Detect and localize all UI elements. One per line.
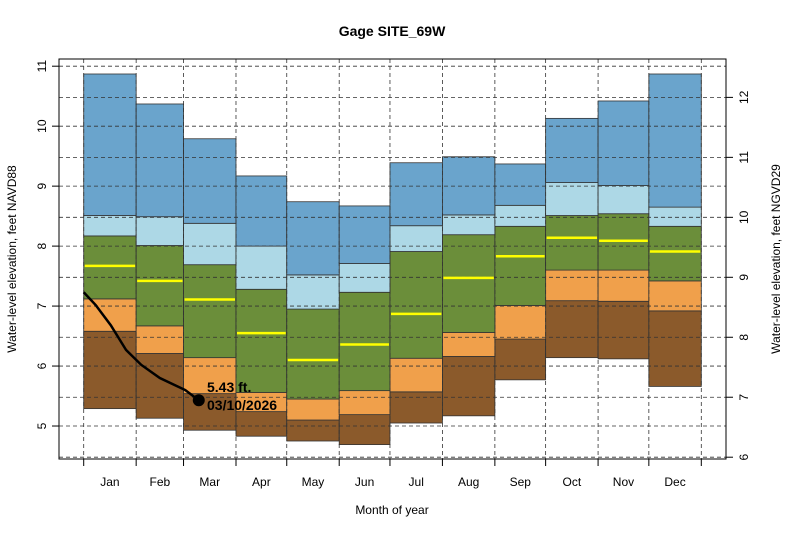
band-max-nov: [597, 100, 650, 186]
band-p25-nov: [597, 269, 650, 302]
band-max-oct: [545, 117, 599, 183]
band-p90-nov: [597, 185, 650, 215]
current-year-line: [82, 291, 200, 402]
x-tick-label-aug: Aug: [458, 475, 479, 489]
band-max-jan: [83, 73, 137, 216]
x-tick-label-feb: Feb: [150, 475, 171, 489]
band-p25-feb: [135, 325, 184, 354]
band-p10-may: [286, 419, 340, 442]
band-p10-apr: [235, 411, 288, 437]
latest-date-label: 03/10/2026: [207, 397, 277, 413]
band-p75-apr: [235, 288, 288, 393]
x-tick-label-mar: Mar: [199, 475, 220, 489]
x-tick-label-nov: Nov: [613, 475, 634, 489]
band-p75-jul: [389, 251, 443, 359]
axes: 5 6 7 8 9 10 11 6 7 8 9 10 11 12 Jan Feb Mar Apr May Jun Jul…: [35, 60, 751, 489]
band-p25-jun: [338, 390, 391, 416]
band-p90-dec: [648, 206, 702, 227]
latest-value-label: 5.43 ft.: [207, 379, 251, 395]
x-tick-label-sep: Sep: [510, 475, 532, 489]
band-max-jul: [389, 162, 443, 227]
band-p90-jan: [83, 215, 137, 237]
y-right-tick-label-6: 6: [737, 454, 751, 461]
y-right-tick-label-11: 11: [737, 151, 751, 164]
band-p90-mar: [183, 222, 237, 266]
band-max-feb: [135, 103, 184, 218]
band-p75-may: [286, 308, 340, 400]
band-p90-jul: [389, 225, 443, 252]
y-tick-label-8: 8: [35, 242, 49, 249]
band-p75-jun: [338, 291, 391, 392]
y-tick-label-6: 6: [35, 362, 49, 369]
band-p75-mar: [183, 264, 237, 359]
y-right-tick-label-7: 7: [737, 394, 751, 401]
bands: [83, 73, 702, 446]
band-max-jun: [338, 205, 391, 264]
band-p90-feb: [135, 216, 184, 246]
band-p10-jun: [338, 414, 391, 446]
y-right-tick-label-9: 9: [737, 274, 751, 281]
band-p75-aug: [442, 234, 496, 333]
x-axis-label: Month of year: [355, 503, 428, 517]
band-p25-jan: [83, 298, 137, 332]
band-p10-oct: [545, 300, 599, 359]
band-p10-jan: [83, 330, 137, 410]
band-p25-aug: [442, 332, 496, 357]
x-tick-label-may: May: [302, 475, 325, 489]
band-max-dec: [648, 73, 702, 208]
y-axis-right-label: Water-level elevation, feet NGVD29: [769, 164, 783, 354]
y-tick-label-9: 9: [35, 182, 49, 189]
band-p90-jun: [338, 263, 391, 293]
x-tick-label-jul: Jul: [409, 475, 424, 489]
band-p25-oct: [545, 269, 599, 302]
y-tick-label-7: 7: [35, 302, 49, 309]
band-max-sep: [494, 163, 547, 206]
y-right-tick-label-12: 12: [737, 90, 751, 104]
grid: [59, 59, 726, 459]
x-tick-label-apr: Apr: [252, 475, 271, 489]
band-p75-oct: [545, 215, 599, 271]
band-p75-sep: [494, 225, 547, 306]
band-p90-oct: [545, 182, 599, 216]
x-tick-label-jun: Jun: [355, 475, 374, 489]
band-p25-may: [286, 398, 340, 421]
band-p10-nov: [597, 300, 650, 360]
band-p10-dec: [648, 310, 702, 387]
band-p90-aug: [442, 214, 496, 236]
y-right-tick-label-10: 10: [737, 210, 751, 224]
band-max-may: [286, 201, 340, 276]
chart-title: Gage SITE_69W: [339, 23, 446, 39]
x-tick-label-oct: Oct: [563, 475, 582, 489]
plot-frame: [58, 58, 727, 460]
band-p25-sep: [494, 305, 547, 340]
band-max-apr: [235, 175, 288, 247]
x-tick-label-jan: Jan: [100, 475, 119, 489]
y-axis-label: Water-level elevation, feet NAVD88: [5, 165, 19, 353]
band-p10-sep: [494, 338, 547, 381]
band-p10-jul: [389, 391, 443, 424]
band-p75-dec: [648, 225, 702, 282]
median-lines: [84, 236, 701, 362]
band-p75-jan: [83, 235, 137, 300]
band-p75-feb: [135, 245, 184, 327]
band-max-mar: [183, 138, 237, 224]
band-p90-may: [286, 274, 340, 310]
hydrograph: [82, 291, 205, 407]
band-p10-aug: [442, 356, 496, 417]
band-p25-jul: [389, 357, 443, 393]
latest-point: [192, 394, 205, 407]
x-tick-label-dec: Dec: [664, 475, 685, 489]
band-p90-sep: [494, 204, 547, 227]
y-tick-label-10: 10: [35, 119, 49, 133]
y-right-tick-label-8: 8: [737, 334, 751, 341]
band-p90-apr: [235, 245, 288, 290]
y-tick-label-11: 11: [35, 60, 49, 73]
y-tick-label-5: 5: [35, 422, 49, 429]
